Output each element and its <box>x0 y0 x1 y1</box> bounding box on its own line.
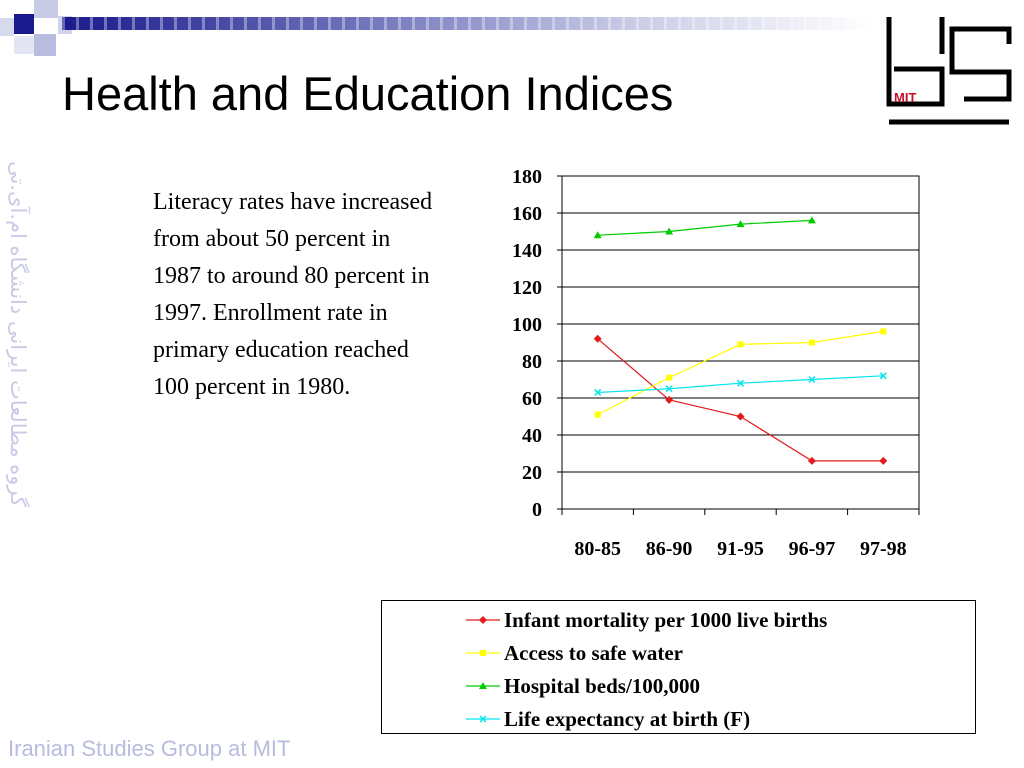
logo: MIT <box>886 17 1012 125</box>
legend-swatch <box>466 650 500 656</box>
data-point <box>879 372 887 380</box>
y-tick-label: 100 <box>512 314 542 336</box>
y-tick-label: 180 <box>512 166 542 188</box>
decor-square <box>34 34 56 56</box>
legend-label: Life expectancy at birth (F) <box>504 706 751 731</box>
x-tick-label: 80-85 <box>574 538 621 560</box>
series-line <box>597 219 812 236</box>
x-tick-label: 91-95 <box>717 538 764 560</box>
y-tick-label: 40 <box>522 425 542 447</box>
data-point <box>736 412 745 421</box>
chart-legend: Infant mortality per 1000 live births Acc… <box>381 600 976 734</box>
decor-square <box>14 14 34 34</box>
decor-square <box>34 0 58 18</box>
slide-title: Health and Education Indices <box>62 67 674 120</box>
x-tick-label: 97-98 <box>860 538 907 560</box>
data-point <box>665 395 674 404</box>
y-tick-label: 60 <box>522 388 542 410</box>
data-point <box>736 379 745 387</box>
side-watermark-text: گروه مطالعات ایرانی دانشگاه ام.آی.تی <box>6 160 30 508</box>
y-tick-label: 140 <box>512 240 542 262</box>
legend-label: Access to safe water <box>504 640 684 665</box>
decor-square <box>0 18 14 36</box>
logo-mit-text: MIT <box>894 90 916 105</box>
data-point <box>665 385 673 393</box>
data-point <box>808 375 816 384</box>
header-bar <box>62 17 874 30</box>
y-tick-label: 20 <box>522 462 542 484</box>
legend-item: Life expectancy at birth (F) <box>466 704 750 734</box>
legend-label: Hospital beds/100,000 <box>504 673 701 698</box>
legend-item: Hospital beds/100,000 <box>466 671 700 701</box>
data-point <box>666 374 673 381</box>
x-tick-label: 86-90 <box>646 538 693 560</box>
y-tick-label: 80 <box>522 351 542 373</box>
data-point <box>880 328 887 335</box>
legend-swatch <box>466 682 500 689</box>
data-point <box>594 388 602 396</box>
decor-square <box>14 36 34 54</box>
data-point <box>594 411 601 418</box>
y-tick-label: 0 <box>532 499 542 521</box>
data-point <box>807 456 816 465</box>
legend-swatch <box>466 616 500 624</box>
legend-label: Infant mortality per 1000 live births <box>504 607 828 632</box>
side-watermark: گروه مطالعات ایرانی دانشگاه ام.آی.تی <box>0 84 36 584</box>
footer-text: Iranian Studies Group at MIT <box>8 736 291 761</box>
legend-swatch <box>466 715 500 723</box>
data-point <box>807 216 816 224</box>
data-point <box>737 341 744 348</box>
data-point <box>665 227 674 235</box>
data-point <box>808 339 815 346</box>
legend-item: Access to safe water <box>466 638 683 668</box>
data-point <box>593 334 602 343</box>
y-tick-label: 120 <box>512 277 542 299</box>
data-point <box>736 220 745 228</box>
line-chart: 0 20 40 60 80 100 120 140 160 180 80-85 86-90 91-95 9… <box>512 166 920 560</box>
body-paragraph: Literacy rates have increased from about… <box>153 189 433 400</box>
legend-item: Infant mortality per 1000 live births <box>466 605 827 635</box>
y-tick-label: 160 <box>512 203 542 225</box>
x-tick-label: 96-97 <box>789 538 836 560</box>
data-point <box>879 456 888 465</box>
data-point <box>593 231 602 239</box>
